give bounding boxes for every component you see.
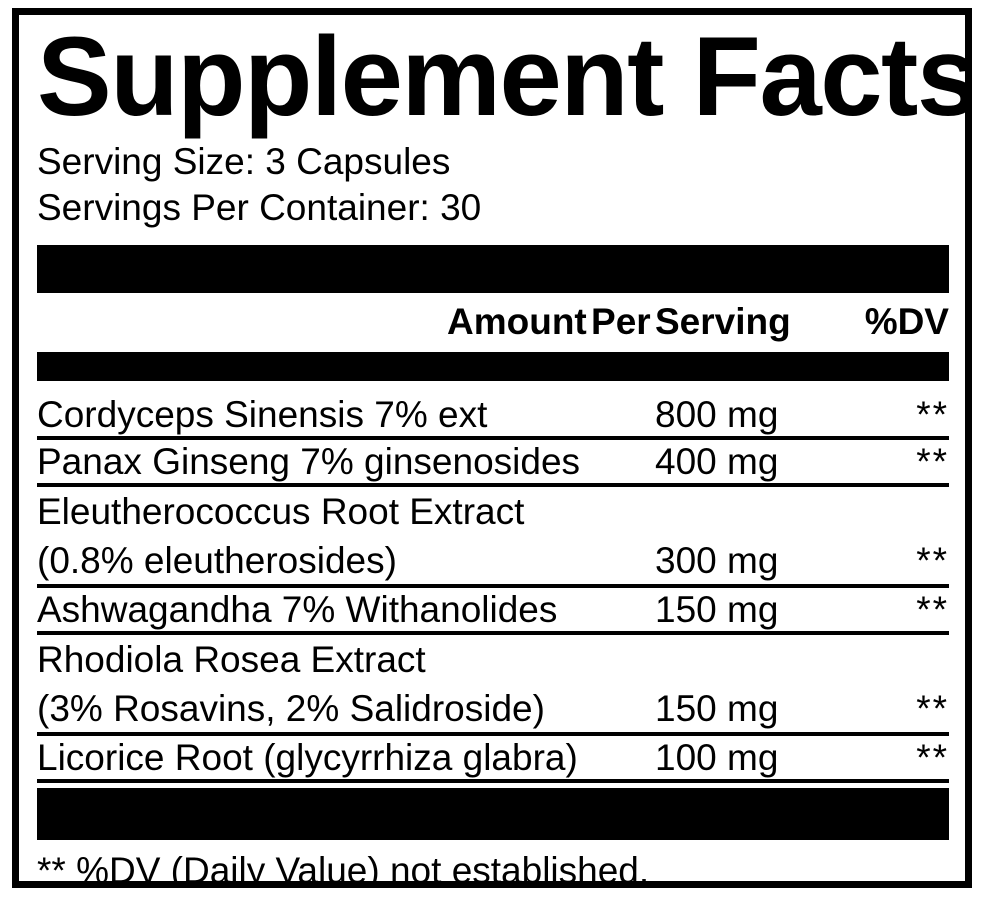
- ingredient-row-cordyceps: Cordyceps Sinensis 7% ext 800 mg **: [37, 393, 949, 440]
- ingredient-amount: 150 mg: [655, 589, 779, 630]
- ingredient-name-line1: Rhodiola Rosea Extract: [37, 639, 426, 680]
- ingredient-amount: 100 mg: [655, 737, 779, 778]
- ingredient-row-rhodiola: Rhodiola Rosea Extract (3% Rosavins, 2% …: [37, 635, 949, 736]
- divider-bar-bottom: [37, 788, 949, 840]
- servings-per-container: Servings Per Container: 30: [37, 187, 482, 228]
- ingredient-name: Ashwagandha 7% Withanolides: [37, 589, 558, 630]
- ingredient-name: Cordyceps Sinensis 7% ext: [37, 394, 488, 435]
- divider-bar-top: [37, 245, 949, 293]
- ingredient-amount: 150 mg: [655, 688, 779, 729]
- ingredient-amount: 800 mg: [655, 394, 779, 435]
- dv-footnote: ** %DV (Daily Value) not established.: [37, 850, 650, 888]
- ingredient-row-line2: (3% Rosavins, 2% Salidroside) 150 mg **: [37, 685, 949, 736]
- ingredient-row-panax-ginseng: Panax Ginseng 7% ginsenosides 400 mg **: [37, 440, 949, 487]
- ingredient-dv: **: [916, 688, 949, 729]
- ingredient-row-ashwagandha: Ashwagandha 7% Withanolides 150 mg **: [37, 588, 949, 635]
- ingredient-name: Panax Ginseng 7% ginsenosides: [37, 441, 581, 482]
- label-title: Supplement Facts: [37, 14, 972, 139]
- ingredient-name-line2: (0.8% eleutherosides): [37, 540, 397, 581]
- amount-per-serving-header: Amount Per Serving: [447, 301, 791, 342]
- ingredient-dv: **: [916, 540, 949, 581]
- supplement-facts-label: Supplement Facts Serving Size: 3 Capsule…: [12, 8, 972, 888]
- ingredient-dv: **: [916, 737, 949, 778]
- ingredient-amount: 400 mg: [655, 441, 779, 482]
- ingredient-row-licorice: Licorice Root (glycyrrhiza glabra) 100 m…: [37, 736, 949, 783]
- ingredient-dv: **: [916, 441, 949, 482]
- serving-size: Serving Size: 3 Capsules: [37, 141, 451, 182]
- serving-info: Serving Size: 3 Capsules Servings Per Co…: [37, 139, 949, 231]
- ingredient-row-eleutherococcus: Eleutherococcus Root Extract (0.8% eleut…: [37, 487, 949, 588]
- column-header: Amount Per Serving %DV: [37, 293, 949, 352]
- ingredient-name: Licorice Root (glycyrrhiza glabra): [37, 737, 578, 778]
- ingredient-name-line1: Eleutherococcus Root Extract: [37, 491, 525, 532]
- ingredient-row-line2: (0.8% eleutherosides) 300 mg **: [37, 537, 949, 588]
- ingredient-amount: 300 mg: [655, 540, 779, 581]
- ingredient-dv: **: [916, 589, 949, 630]
- dv-header: %DV: [864, 301, 949, 342]
- divider-bar-header: [37, 352, 949, 381]
- ingredient-dv: **: [916, 394, 949, 435]
- ingredient-name-line2: (3% Rosavins, 2% Salidroside): [37, 688, 545, 729]
- ingredient-table: Cordyceps Sinensis 7% ext 800 mg ** Pana…: [37, 381, 949, 783]
